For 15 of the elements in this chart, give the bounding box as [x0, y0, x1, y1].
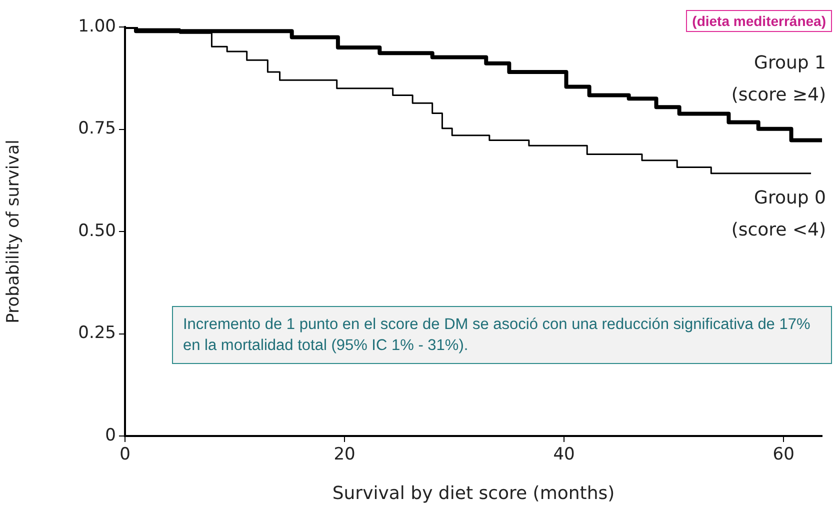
y-tick-label: 0.50	[78, 220, 116, 241]
y-tick-label: 0.75	[78, 118, 116, 139]
annotation: (dieta mediterránea)	[686, 10, 832, 32]
annotation: Incremento de 1 punto en el score de DM se asoció con una reducción significativa de 17% en la mortalidad total (95% IC 1% - 31%).	[172, 306, 832, 364]
x-tick-label: 40	[553, 444, 575, 465]
series-label: Group 1 (score ≥4)	[731, 52, 826, 106]
y-tick-label: 0	[105, 425, 116, 446]
y-tick-label: 0.25	[78, 323, 116, 344]
x-tick-label: 0	[120, 444, 130, 465]
series-label: Group 0 (score <4)	[731, 187, 826, 240]
x-axis-title: Survival by diet score (months)	[332, 482, 615, 504]
y-tick-label: 1.00	[78, 16, 116, 36]
y-axis-title: Probability of survival	[4, 140, 24, 324]
x-tick-label: 20	[334, 444, 356, 465]
x-tick-label: 60	[772, 444, 794, 465]
